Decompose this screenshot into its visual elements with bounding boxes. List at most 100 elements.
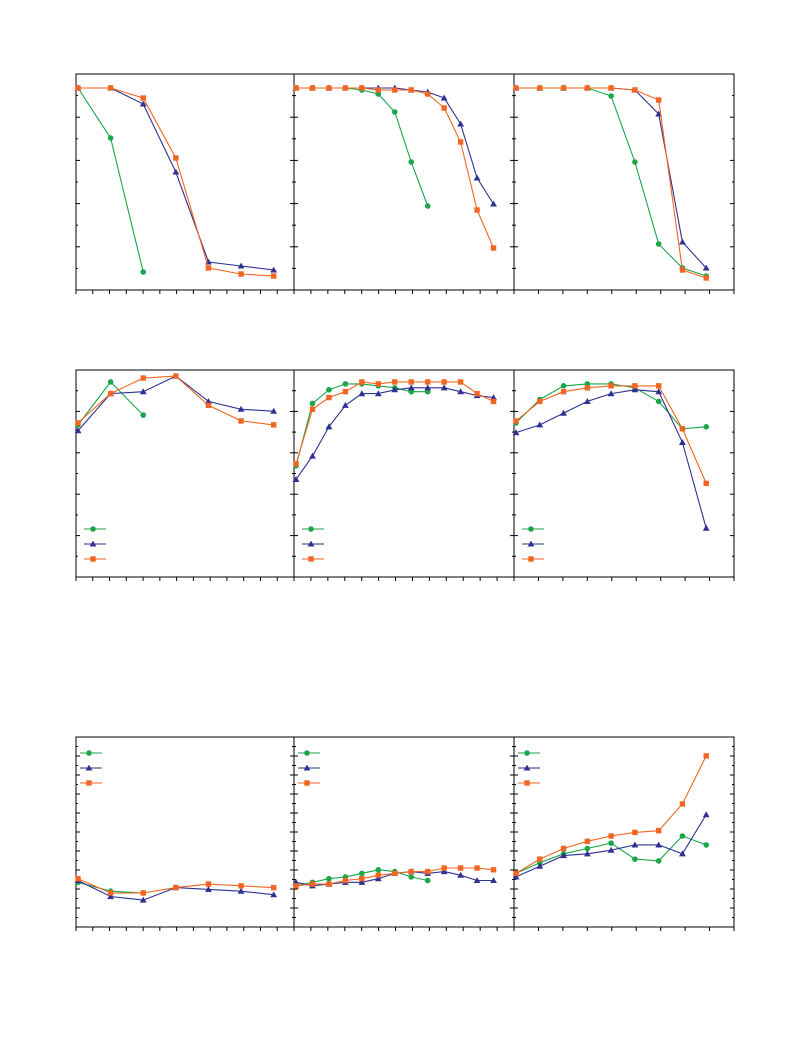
- series-line: [77, 375, 274, 432]
- panel-r1-c1: [74, 73, 295, 294]
- legend-entry: [298, 780, 320, 786]
- data-point: [536, 862, 544, 869]
- series-blue: [512, 811, 710, 880]
- data-point: [679, 801, 686, 807]
- data-point: [139, 100, 147, 107]
- series-blue: [292, 84, 497, 207]
- series-line: [77, 87, 144, 273]
- data-point: [238, 271, 244, 277]
- legend: [298, 750, 320, 786]
- legend-entry: [518, 780, 540, 786]
- legend-entry: [302, 556, 324, 562]
- legend-marker: [308, 526, 314, 532]
- data-point: [584, 838, 591, 845]
- data-point: [173, 155, 179, 161]
- data-point: [441, 865, 447, 871]
- series-orange: [513, 383, 709, 487]
- legend-entry: [518, 764, 540, 771]
- data-point: [358, 390, 366, 397]
- data-point: [172, 168, 180, 175]
- legend-entry: [84, 540, 106, 547]
- data-point: [392, 870, 398, 877]
- legend-marker: [89, 540, 97, 547]
- data-point: [632, 159, 638, 165]
- legend-marker: [86, 750, 92, 756]
- data-point: [107, 85, 114, 91]
- data-point: [270, 407, 278, 414]
- data-point: [536, 421, 544, 428]
- data-point: [173, 884, 179, 891]
- legend-entry: [298, 750, 320, 756]
- legend-entry: [80, 764, 102, 771]
- data-point: [560, 383, 567, 389]
- plot-frame: [75, 73, 295, 291]
- legend-entry: [522, 526, 544, 532]
- series-orange: [293, 379, 497, 467]
- data-point: [237, 262, 245, 269]
- data-point: [342, 389, 349, 395]
- legend-marker: [524, 780, 530, 786]
- data-point: [292, 476, 300, 482]
- legend-marker: [303, 764, 311, 771]
- legend-marker: [90, 556, 96, 562]
- legend-entry: [84, 556, 106, 562]
- data-point: [702, 524, 710, 531]
- data-point: [474, 390, 480, 397]
- data-point: [326, 394, 332, 401]
- data-point: [679, 426, 686, 432]
- series-green: [293, 867, 431, 889]
- data-point: [107, 390, 114, 397]
- series-blue: [512, 84, 710, 271]
- plot-frame: [75, 369, 295, 578]
- series-line: [78, 87, 274, 277]
- data-point: [270, 891, 278, 898]
- data-point: [441, 379, 447, 385]
- series-line: [515, 389, 707, 529]
- data-point: [512, 429, 520, 436]
- data-point: [359, 85, 365, 91]
- data-point: [75, 876, 81, 882]
- data-point: [560, 845, 567, 852]
- data-point: [679, 833, 686, 839]
- data-point: [679, 267, 686, 273]
- data-point: [608, 93, 614, 99]
- data-point: [655, 97, 662, 103]
- data-point: [607, 390, 615, 397]
- legend-entry: [80, 780, 102, 786]
- data-point: [107, 379, 114, 385]
- legend: [302, 526, 324, 562]
- data-point: [407, 384, 415, 391]
- data-point: [560, 389, 567, 395]
- data-point: [703, 753, 709, 759]
- data-point: [655, 827, 662, 834]
- plot-frame: [513, 369, 735, 578]
- series-line: [516, 87, 707, 277]
- data-point: [655, 388, 663, 395]
- data-point: [632, 856, 638, 862]
- panel-r3-c2: [292, 736, 515, 931]
- data-point: [424, 868, 431, 875]
- plot-frame: [293, 73, 515, 291]
- data-point: [408, 868, 414, 875]
- data-point: [679, 238, 686, 245]
- data-point: [359, 870, 365, 877]
- data-point: [703, 842, 710, 848]
- data-point: [75, 85, 81, 91]
- legend-marker: [307, 540, 315, 547]
- legend-marker: [304, 780, 310, 786]
- data-point: [375, 87, 382, 93]
- data-point: [391, 109, 398, 115]
- data-point: [270, 266, 278, 273]
- legend: [84, 526, 106, 562]
- data-point: [309, 85, 316, 91]
- data-point: [584, 85, 591, 91]
- legend-marker: [90, 526, 96, 532]
- data-point: [631, 386, 639, 393]
- data-point: [270, 273, 277, 279]
- legend-marker: [527, 540, 535, 547]
- data-point: [173, 373, 179, 379]
- legend-marker: [85, 764, 93, 771]
- data-point: [457, 388, 465, 395]
- data-point: [632, 87, 638, 93]
- data-point: [392, 379, 398, 385]
